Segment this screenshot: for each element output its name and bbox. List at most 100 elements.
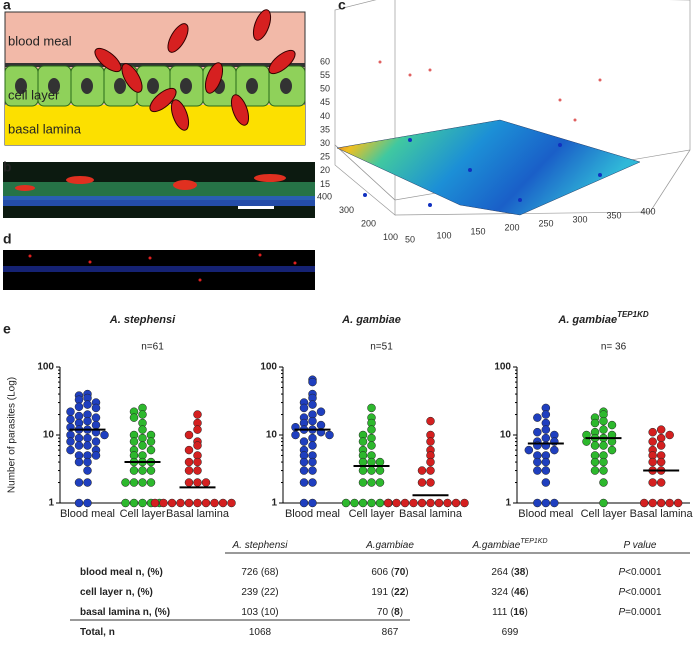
plot-title-text: A. gambiae [557,314,617,326]
dot [656,457,666,467]
plot-title: A. gambiae [341,314,401,326]
z-tick-label: 55 [320,70,330,80]
dot [541,498,551,508]
dot [291,430,300,440]
dot [599,441,608,450]
cell-text: 70 [394,567,406,578]
cell-text: 8 [394,607,400,618]
dot [299,437,309,446]
cell-text: cell layer n, (%) [80,587,153,598]
table-header: A.gambiaeTEP1KD [471,538,547,551]
x-tick-label: Basal lamina [166,508,230,520]
cell-text: 239 (22) [241,587,278,598]
dot [533,413,542,422]
cell-text: ) [400,607,403,618]
dot [599,478,608,487]
dot [325,430,334,440]
dot [129,466,139,475]
panel-label: d [3,231,12,247]
dot [358,457,368,467]
dot [167,498,177,508]
x-tick-label: Basal lamina [630,508,694,520]
dot [375,478,385,487]
panel-d-image [3,250,315,290]
dot [599,457,608,467]
z-tick-label: 20 [320,165,330,175]
dot [648,427,657,437]
table-header: A.gambiae [365,540,414,551]
dot [367,403,376,413]
cell-text: P [618,567,625,578]
dot [308,498,317,508]
panel-label: e [3,321,11,337]
dot [308,400,317,409]
cell-text: A.gambiae [471,540,520,551]
diagram-label: cell layer [8,87,60,102]
dot [590,457,600,467]
z-tick-label: 25 [320,152,330,162]
dot [83,416,92,426]
dot [599,498,608,508]
dot [590,441,600,450]
z-tick-label: 50 [320,84,330,94]
dot [400,498,410,508]
dot [227,498,236,508]
table-cell: 239 (22) [241,587,278,598]
dot [66,445,75,455]
x-tick-label: Blood meal [60,508,115,520]
cell-text: A. stephensi [231,540,288,551]
dot [184,457,194,467]
dot [665,430,674,440]
cell-text: P [618,587,625,598]
dot [590,466,600,475]
dot [533,498,542,508]
dot [201,478,211,487]
z-tick-label: 45 [320,97,330,107]
table-cell: 1068 [249,627,272,638]
dot [533,466,542,475]
dot [656,498,666,508]
table-cell: 264 (38) [491,567,528,578]
y-tick-label: 100 [260,362,277,373]
table-cell: 606 (70) [371,567,408,578]
cell-text: value [630,540,657,551]
cell-text: <0.0001 [625,567,662,578]
dot [308,457,317,467]
dot [138,478,147,487]
table-cell: P<0.0001 [618,587,662,598]
cell-text: =0.0001 [625,607,662,618]
table-cell: basal lamina n, (%) [80,607,170,618]
y-tick-label: 1 [48,498,54,509]
dot [550,445,559,455]
x-tick-label: 150 [470,226,485,236]
cell-text: 70 ( [377,607,395,618]
dot [218,498,228,508]
dot [383,498,393,508]
cell-text: TEP1KD [520,538,547,545]
table-cell: 191 (22) [371,587,408,598]
dot [83,457,92,467]
dot [316,420,326,430]
cell-text: 16 [513,607,525,618]
dot [121,498,130,508]
dot [417,498,427,508]
panel-label: a [3,0,11,13]
dot [607,445,617,455]
dot [367,441,376,450]
cell-text: ) [525,587,528,598]
cell-text: Total, n [80,627,115,638]
panel-c-points [363,138,602,207]
dot [656,425,666,434]
dot [599,466,608,475]
cell-text: <0.0001 [625,587,662,598]
x-tick-label: Basal lamina [399,508,463,520]
dot [426,416,435,426]
dot [150,498,160,508]
cell-text: 606 ( [371,567,394,578]
dot [129,498,139,508]
dot [193,457,202,467]
x-tick-label: Blood meal [285,508,340,520]
table-cell: P<0.0001 [618,567,662,578]
plot-title: A. stephensi [109,314,176,326]
cell-text: blood meal n, (%) [80,567,163,578]
